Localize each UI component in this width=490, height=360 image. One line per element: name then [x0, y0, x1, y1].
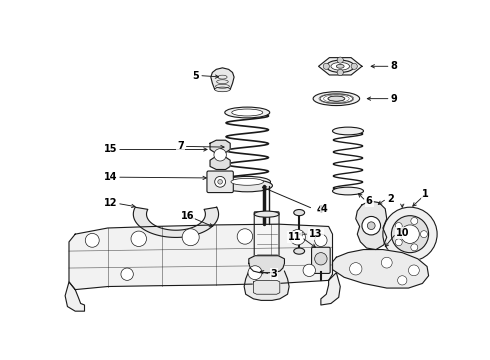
Text: 2: 2 [387, 194, 393, 204]
Ellipse shape [336, 64, 344, 68]
Text: 4: 4 [321, 204, 328, 214]
Polygon shape [69, 224, 333, 289]
Circle shape [215, 176, 225, 187]
Ellipse shape [232, 109, 263, 116]
Ellipse shape [320, 94, 353, 103]
Ellipse shape [215, 87, 230, 92]
Text: 9: 9 [391, 94, 397, 104]
Circle shape [218, 180, 222, 184]
Circle shape [248, 266, 262, 280]
Circle shape [392, 216, 429, 253]
FancyBboxPatch shape [254, 212, 279, 267]
Text: 11: 11 [288, 232, 301, 242]
Ellipse shape [333, 187, 364, 195]
Circle shape [420, 231, 427, 238]
Circle shape [411, 244, 418, 251]
Circle shape [349, 263, 362, 275]
Circle shape [323, 63, 329, 69]
Ellipse shape [294, 210, 305, 216]
Circle shape [237, 229, 253, 244]
Ellipse shape [224, 176, 270, 187]
Ellipse shape [328, 96, 345, 101]
Polygon shape [244, 271, 289, 300]
Circle shape [351, 63, 357, 69]
Polygon shape [356, 201, 387, 249]
Polygon shape [249, 256, 285, 273]
Circle shape [401, 225, 419, 243]
Text: 7: 7 [177, 141, 184, 151]
Text: 16: 16 [181, 211, 195, 221]
Circle shape [411, 217, 418, 224]
Polygon shape [318, 58, 362, 75]
Circle shape [121, 268, 133, 280]
Ellipse shape [231, 178, 264, 185]
Polygon shape [210, 140, 230, 170]
FancyBboxPatch shape [312, 247, 330, 274]
Ellipse shape [313, 92, 360, 105]
Polygon shape [133, 207, 219, 238]
Ellipse shape [331, 62, 349, 70]
Ellipse shape [222, 180, 272, 192]
Circle shape [315, 234, 327, 247]
Text: 8: 8 [391, 61, 397, 71]
Polygon shape [253, 280, 280, 294]
Circle shape [182, 229, 199, 246]
Circle shape [368, 222, 375, 230]
Circle shape [303, 264, 316, 276]
Circle shape [397, 276, 407, 285]
Circle shape [395, 222, 402, 229]
FancyBboxPatch shape [207, 171, 233, 193]
Text: 15: 15 [103, 144, 117, 154]
Ellipse shape [326, 60, 354, 72]
Circle shape [214, 149, 226, 161]
Circle shape [337, 57, 343, 63]
Polygon shape [321, 273, 340, 305]
Circle shape [395, 239, 402, 246]
Circle shape [85, 233, 99, 247]
Text: 12: 12 [103, 198, 117, 208]
Circle shape [315, 253, 327, 265]
Circle shape [383, 207, 437, 261]
Text: 1: 1 [422, 189, 429, 199]
Ellipse shape [294, 248, 305, 254]
Polygon shape [65, 282, 84, 311]
Circle shape [131, 231, 147, 247]
Polygon shape [333, 249, 429, 288]
Circle shape [337, 69, 343, 76]
Ellipse shape [333, 127, 364, 135]
Text: 10: 10 [396, 228, 410, 238]
Circle shape [362, 216, 381, 235]
Text: 13: 13 [309, 229, 323, 239]
Text: 6: 6 [366, 196, 372, 206]
Circle shape [381, 257, 392, 268]
Text: 3: 3 [270, 269, 277, 279]
Ellipse shape [225, 107, 270, 118]
Text: 14: 14 [103, 172, 117, 182]
Circle shape [409, 265, 419, 276]
Text: 4: 4 [317, 204, 324, 215]
Ellipse shape [254, 211, 279, 217]
Circle shape [290, 230, 305, 245]
Text: 5: 5 [193, 71, 199, 81]
Polygon shape [211, 68, 234, 89]
